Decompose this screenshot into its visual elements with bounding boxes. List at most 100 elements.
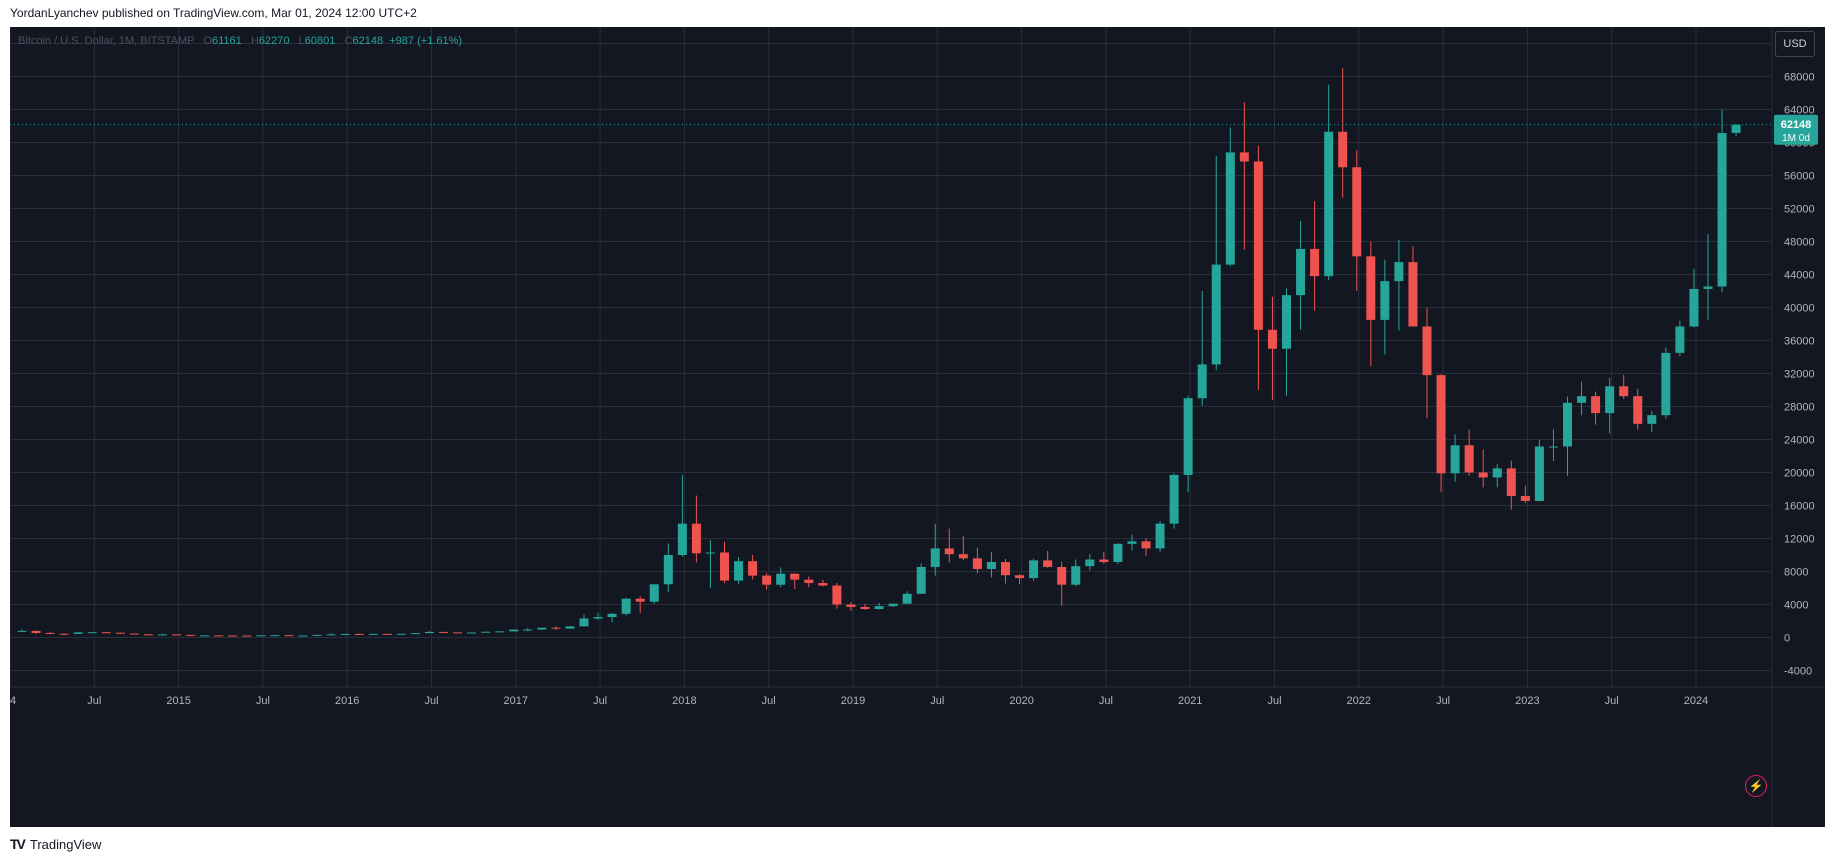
- candle-body: [734, 561, 744, 581]
- candle-body: [1015, 575, 1025, 579]
- candlestick-chart[interactable]: -4000 0 4000 8000 12000 16000 20000 24000 28000 3…: [10, 27, 1825, 827]
- candles: [17, 68, 1741, 637]
- candle-body: [1211, 264, 1221, 365]
- candle-body: [1366, 256, 1376, 320]
- grid-lines: [10, 27, 1772, 687]
- change-value: +987 (+1.61%): [389, 35, 463, 47]
- candle-body: [495, 631, 505, 633]
- candle-body: [649, 584, 659, 602]
- candle-body: [635, 598, 645, 602]
- x-tick-label: Jul: [1267, 695, 1281, 707]
- candle-body: [256, 635, 266, 637]
- candle-body: [593, 617, 603, 619]
- candle-body: [565, 626, 575, 629]
- last-price-value: 62148: [1781, 119, 1812, 131]
- candle-body: [1001, 562, 1010, 576]
- open-label: O: [203, 35, 212, 47]
- candle-body: [158, 634, 167, 636]
- candle-body: [284, 635, 294, 637]
- candle-body: [87, 632, 97, 634]
- y-tick-label: 68000: [1784, 72, 1815, 84]
- candle-body: [1099, 559, 1109, 563]
- candle-body: [354, 633, 364, 635]
- x-tick-label: 2017: [504, 695, 528, 707]
- y-tick-label: 0: [1784, 633, 1790, 645]
- candle-body: [972, 558, 982, 570]
- candle-body: [115, 632, 125, 634]
- tradingview-logo-icon: TV: [10, 836, 26, 852]
- lightning-icon[interactable]: ⚡: [1745, 775, 1767, 797]
- candle-body: [790, 573, 800, 580]
- candle-body: [1155, 523, 1165, 549]
- candle-body: [340, 633, 350, 635]
- candle-body: [200, 635, 210, 637]
- candle-body: [1057, 566, 1067, 585]
- x-tick-label: Jul: [930, 695, 944, 707]
- candle-body: [902, 593, 912, 604]
- currency-button[interactable]: USD: [1775, 31, 1815, 57]
- x-tick-label: Jul: [87, 695, 101, 707]
- candle-body: [1310, 248, 1320, 277]
- candle-body: [1731, 124, 1741, 133]
- candle-body: [1422, 326, 1432, 376]
- candle-body: [1450, 445, 1460, 474]
- y-tick-label: -4000: [1784, 666, 1812, 678]
- chart-panel[interactable]: -4000 0 4000 8000 12000 16000 20000 24000 28000 3…: [10, 27, 1825, 827]
- open-value: 61161: [212, 35, 242, 47]
- x-tick-label: 2024: [1684, 695, 1708, 707]
- candle-body: [818, 583, 828, 586]
- footer-logo-text: TradingView: [29, 836, 102, 852]
- candle-body: [551, 627, 561, 629]
- candle-body: [1689, 288, 1699, 327]
- axes: -4000 0 4000 8000 12000 16000 20000 24000 28000 3…: [10, 27, 1825, 827]
- y-tick-label: 64000: [1784, 105, 1815, 117]
- x-tick-label: 2016: [335, 695, 359, 707]
- candle-body: [439, 631, 448, 633]
- candle-body: [326, 634, 336, 636]
- candle-body: [143, 634, 153, 636]
- candle-body: [748, 561, 758, 576]
- candle-body: [1577, 396, 1587, 403]
- candle-body: [846, 604, 856, 607]
- candle-body: [677, 523, 687, 555]
- x-tick-label: 2020: [1009, 695, 1033, 707]
- y-tick-label: 20000: [1784, 468, 1815, 480]
- candle-body: [888, 603, 898, 607]
- candle-body: [298, 635, 308, 637]
- overlays: 62148 1M 0d: [10, 114, 1818, 145]
- candle-body: [1085, 559, 1095, 567]
- candle-body: [1394, 262, 1404, 282]
- candle-body: [1338, 131, 1348, 168]
- candle-body: [1127, 541, 1137, 544]
- candle-body: [17, 630, 27, 632]
- candle-body: [832, 585, 842, 605]
- candle-body: [1591, 396, 1601, 414]
- candle-body: [1647, 415, 1657, 424]
- candle-body: [1703, 286, 1713, 289]
- candle-body: [1239, 152, 1249, 162]
- candle-body: [1464, 445, 1474, 473]
- candle-body: [270, 635, 280, 637]
- candle-body: [59, 633, 69, 635]
- y-tick-label: 56000: [1784, 171, 1815, 183]
- x-tick-label: 2021: [1178, 695, 1202, 707]
- low-value: 60801: [304, 35, 336, 47]
- x-tick-label: 2015: [166, 695, 190, 707]
- candle-body: [509, 629, 519, 632]
- candle-body: [1563, 402, 1572, 447]
- candle-body: [1169, 474, 1179, 524]
- candle-body: [1282, 295, 1291, 349]
- x-tick-label: Jul: [1605, 695, 1619, 707]
- candle-body: [1113, 543, 1123, 563]
- x-tick-label: 2023: [1515, 695, 1539, 707]
- publish-info: YordanLyanchev published on TradingView.…: [10, 6, 417, 20]
- candle-body: [312, 634, 322, 636]
- candle-body: [1071, 566, 1081, 585]
- x-tick-label: Jul: [1436, 695, 1450, 707]
- candle-body: [101, 632, 111, 634]
- candle-body: [467, 632, 477, 634]
- x-tick-label: Jul: [593, 695, 607, 707]
- symbol-name: Bitcoin / U.S. Dollar, 1M, BITSTAMP: [18, 35, 195, 47]
- footer: TV TradingView: [10, 836, 101, 852]
- candle-body: [691, 523, 701, 554]
